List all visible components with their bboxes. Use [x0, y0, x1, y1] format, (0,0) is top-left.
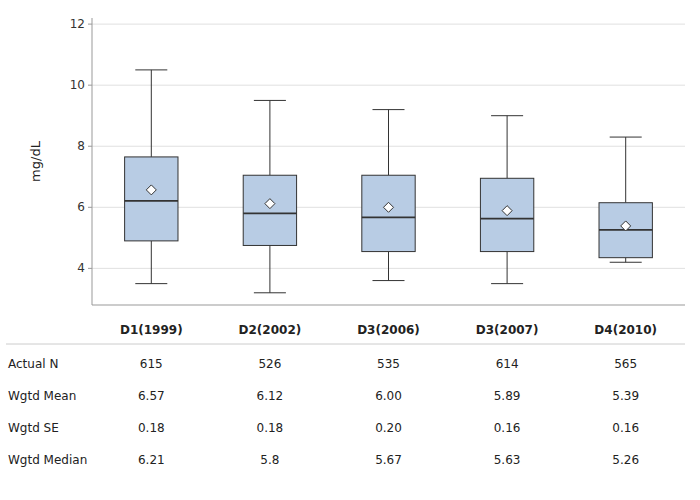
table-cell: 5.63 [494, 453, 521, 467]
mean-marker [621, 221, 631, 231]
y-tick-label: 12 [70, 17, 85, 31]
table-row-label: Wgtd Mean [8, 389, 76, 403]
table-header: D3(2007) [476, 323, 539, 337]
table-cell: 0.20 [375, 421, 402, 435]
table-cell: 526 [258, 357, 281, 371]
median [243, 213, 296, 215]
box-group [125, 70, 178, 284]
table-header: D4(2010) [594, 323, 657, 337]
table-cell: 6.21 [138, 453, 165, 467]
table-cell: 5.67 [375, 453, 402, 467]
whisker-high [388, 110, 389, 176]
y-tick-label: 4 [77, 261, 85, 275]
table-cell: 0.16 [612, 421, 639, 435]
box-group [243, 100, 296, 292]
table-cell: 5.39 [612, 389, 639, 403]
y-tick [88, 24, 92, 25]
box [362, 175, 415, 251]
whisker-low [507, 252, 508, 284]
table-row-label: Actual N [8, 357, 58, 371]
whisker-cap-low [254, 292, 286, 293]
table-row-label: Wgtd Median [8, 453, 87, 467]
table-cell: 6.57 [138, 389, 165, 403]
whisker-cap-high [135, 69, 167, 70]
y-tick [88, 268, 92, 269]
y-tick [88, 146, 92, 147]
box-group [480, 116, 533, 284]
whisker-cap-high [610, 137, 642, 138]
median [362, 216, 415, 218]
table-cell: 5.89 [494, 389, 521, 403]
whisker-cap-low [610, 262, 642, 263]
whisker-high [269, 100, 270, 175]
box [125, 157, 178, 241]
whisker-cap-high [372, 109, 404, 110]
table-rule [6, 344, 685, 345]
whisker-cap-low [135, 283, 167, 284]
whisker-cap-high [491, 115, 523, 116]
box [480, 178, 533, 251]
grid-line [92, 85, 685, 86]
median [125, 200, 178, 202]
table-cell: 535 [377, 357, 400, 371]
table-header: D1(1999) [120, 323, 183, 337]
table-cell: 5.8 [260, 453, 279, 467]
chart: 4 6 8 10 12 mg/dL D1(1999) D2(2002) D3(2006) D3(2… [0, 0, 700, 500]
y-tick-label: 10 [70, 78, 85, 92]
whisker-cap-low [491, 283, 523, 284]
table-cell: 565 [614, 357, 637, 371]
table-cell: 0.18 [257, 421, 284, 435]
whisker-low [269, 245, 270, 292]
table-header: D2(2002) [239, 323, 302, 337]
table-cell: 6.00 [375, 389, 402, 403]
boxes [125, 70, 653, 293]
table-cell: 614 [496, 357, 519, 371]
box-group [599, 137, 652, 262]
box [599, 203, 652, 258]
box [243, 175, 296, 245]
table-cell: 0.16 [494, 421, 521, 435]
y-tick-label: 8 [77, 139, 85, 153]
table-cell: 6.12 [257, 389, 284, 403]
whisker-cap-high [254, 100, 286, 101]
mean-marker [502, 206, 512, 216]
y-tick [88, 85, 92, 86]
y-axis-label: mg/dL [28, 140, 43, 182]
mean-marker [384, 202, 394, 212]
whisker-high [625, 137, 626, 203]
whisker-low [151, 241, 152, 284]
mean-marker [265, 199, 275, 209]
mean-marker [146, 185, 156, 195]
table-cell: 615 [140, 357, 163, 371]
whisker-high [151, 70, 152, 157]
median [480, 218, 533, 220]
y-axis [92, 18, 93, 305]
x-axis [92, 305, 685, 306]
whisker-low [625, 258, 626, 263]
y-tick-label: 6 [77, 200, 85, 214]
y-tick [88, 207, 92, 208]
whisker-low [388, 252, 389, 281]
table-header: D3(2006) [357, 323, 420, 337]
table-row-label: Wgtd SE [8, 421, 59, 435]
whisker-high [507, 116, 508, 179]
whisker-cap-low [372, 280, 404, 281]
box-group [362, 110, 415, 281]
table-cell: 0.18 [138, 421, 165, 435]
grid [88, 24, 685, 268]
grid-line [92, 24, 685, 25]
table: D1(1999) D2(2002) D3(2006) D3(2007) D4(2010)… [6, 323, 685, 467]
table-cell: 5.26 [612, 453, 639, 467]
